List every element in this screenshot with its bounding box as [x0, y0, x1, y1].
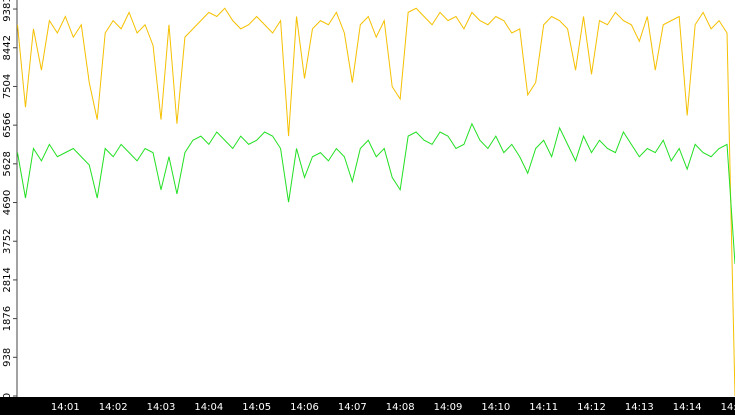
x-tick-label: 14:04	[194, 402, 223, 413]
y-tick-label: 5628	[2, 151, 13, 176]
x-tick-label: 14:07	[338, 402, 367, 413]
x-tick-label: 14:08	[386, 402, 415, 413]
y-tick-label: 0	[2, 393, 13, 399]
y-tick-label: 7504	[2, 74, 13, 99]
x-tick-label: 14:10	[481, 402, 510, 413]
x-tick-label: 14:03	[147, 402, 176, 413]
x-axis-bar	[0, 397, 735, 415]
x-tick-label: 14:05	[242, 402, 271, 413]
y-tick-label: 1876	[2, 306, 13, 331]
x-tick-label: 14:01	[51, 402, 80, 413]
y-tick-label: 9381	[2, 0, 13, 22]
y-tick-label: 8442	[2, 35, 13, 60]
y-tick-label: 3752	[2, 229, 13, 254]
y-tick-label: 2814	[2, 267, 13, 292]
x-tick-label: 14:15	[721, 402, 735, 413]
x-tick-label: 14:06	[290, 402, 319, 413]
y-tick-label: 938	[2, 348, 13, 367]
x-tick-label: 14:13	[625, 402, 654, 413]
y-tick-label: 4690	[2, 190, 13, 215]
x-tick-label: 14:14	[673, 402, 702, 413]
series-line	[17, 122, 735, 265]
x-tick-label: 14:09	[434, 402, 463, 413]
series-line	[17, 7, 735, 397]
x-tick-label: 14:11	[529, 402, 558, 413]
y-tick-label: 6566	[2, 112, 13, 137]
x-tick-label: 14:02	[99, 402, 128, 413]
x-tick-label: 14:12	[577, 402, 606, 413]
